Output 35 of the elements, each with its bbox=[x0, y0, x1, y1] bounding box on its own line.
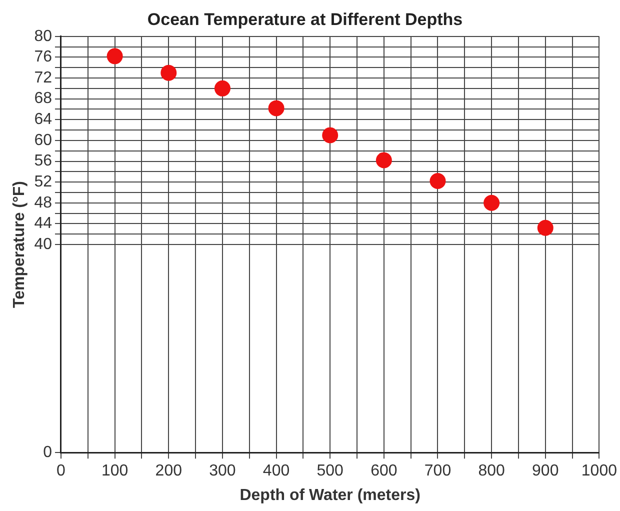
x-tick-label: 400 bbox=[262, 462, 290, 480]
x-tick-label: 0 bbox=[56, 462, 66, 480]
y-tick-label: 0 bbox=[43, 444, 52, 462]
x-tick-label: 900 bbox=[532, 462, 559, 480]
x-tick-label: 500 bbox=[316, 462, 344, 480]
x-tick-label: 700 bbox=[424, 462, 452, 480]
point bbox=[106, 48, 123, 64]
y-tick-label: 76 bbox=[34, 48, 52, 66]
point bbox=[322, 127, 338, 144]
y-tick-label: 68 bbox=[34, 90, 52, 108]
y-tick-label: 60 bbox=[34, 132, 52, 149]
y-tick-label: 52 bbox=[34, 173, 52, 190]
point bbox=[537, 220, 554, 236]
y-axis-title: Temperature (°F) bbox=[11, 180, 28, 308]
point bbox=[214, 80, 230, 96]
x-tick-label: 800 bbox=[478, 462, 506, 480]
point bbox=[376, 152, 392, 168]
x-tick-label: 200 bbox=[155, 462, 182, 480]
y-tick-label: 64 bbox=[34, 111, 52, 128]
x-tick-label: 600 bbox=[370, 462, 398, 480]
point bbox=[484, 194, 500, 211]
x-tick-label: 300 bbox=[209, 462, 236, 480]
x-tick-label: 100 bbox=[101, 462, 128, 480]
y-tick-label: 44 bbox=[34, 215, 52, 232]
y-tick-label: 40 bbox=[34, 236, 52, 253]
y-tick-label: 56 bbox=[34, 152, 52, 170]
y-tick-label: 72 bbox=[34, 69, 52, 86]
point bbox=[268, 100, 284, 116]
point bbox=[160, 64, 177, 81]
y-tick-label: 80 bbox=[34, 28, 52, 45]
x-tick-label: 1000 bbox=[581, 462, 618, 480]
x-axis-title: Depth of Water (meters) bbox=[240, 486, 420, 504]
y-tick-label: 48 bbox=[34, 194, 52, 212]
chart-title: Ocean Temperature at Different Depths bbox=[147, 10, 463, 29]
point bbox=[430, 173, 446, 190]
